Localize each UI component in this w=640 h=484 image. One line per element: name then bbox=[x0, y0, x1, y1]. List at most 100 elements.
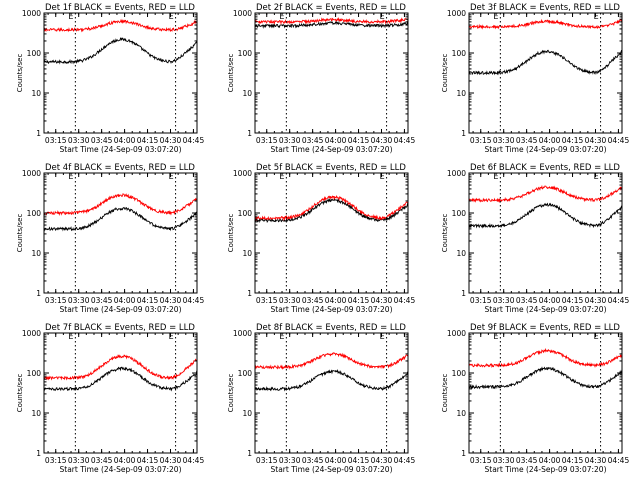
series-line-lld bbox=[255, 194, 408, 222]
x-tick-label: 04:45 bbox=[183, 136, 205, 145]
y-tick-label: 1000 bbox=[22, 169, 41, 178]
chart-title: Det 7f BLACK = Events, RED = LLD bbox=[45, 323, 195, 333]
x-tick-label: 04:30 bbox=[585, 296, 607, 305]
x-tick-label: 04:30 bbox=[585, 136, 607, 145]
x-tick-label: 03:15 bbox=[256, 136, 278, 145]
y-tick-label: 1000 bbox=[447, 169, 466, 178]
x-tick-label: 03:15 bbox=[45, 456, 67, 465]
x-tick-label: 04:00 bbox=[539, 136, 561, 145]
y-tick-label: 1 bbox=[36, 289, 41, 298]
chart-title: Det 9f BLACK = Events, RED = LLD bbox=[470, 323, 620, 333]
y-axis-label: Counts/sec bbox=[16, 214, 24, 253]
y-tick-label: 10 bbox=[242, 249, 252, 258]
x-tick-label: 03:45 bbox=[516, 136, 538, 145]
x-tick-label: 04:45 bbox=[394, 456, 416, 465]
series-line-lld bbox=[44, 354, 197, 381]
y-tick-label: 10 bbox=[456, 249, 466, 258]
x-tick-label: 04:00 bbox=[114, 456, 136, 465]
series-line-events bbox=[44, 37, 197, 65]
y-tick-label: 100 bbox=[238, 49, 253, 58]
y-tick-label: 1 bbox=[247, 129, 252, 138]
y-tick-label: 100 bbox=[452, 209, 467, 218]
x-tick-label: 04:30 bbox=[371, 136, 393, 145]
series-line-events bbox=[44, 206, 197, 232]
x-tick-label: 03:15 bbox=[256, 456, 278, 465]
x-tick-label: 03:15 bbox=[470, 136, 492, 145]
series-line-lld bbox=[44, 193, 197, 217]
x-tick-label: 04:00 bbox=[539, 456, 561, 465]
x-axis-label: Start Time (24-Sep-09 03:07:20) bbox=[271, 305, 393, 314]
x-tick-label: 03:30 bbox=[68, 456, 90, 465]
y-axis-label: Counts/sec bbox=[16, 54, 24, 93]
series-line-lld bbox=[469, 18, 622, 30]
x-axis-label: Start Time (24-Sep-09 03:07:20) bbox=[271, 465, 393, 474]
x-tick-label: 03:30 bbox=[68, 136, 90, 145]
series-line-lld bbox=[469, 184, 622, 203]
plot-frame bbox=[43, 332, 198, 454]
x-tick-label: 03:45 bbox=[91, 136, 113, 145]
series-line-lld bbox=[44, 18, 197, 33]
x-tick-label: 04:15 bbox=[562, 296, 584, 305]
y-tick-label: 1 bbox=[36, 129, 41, 138]
series-line-events bbox=[469, 366, 622, 390]
y-tick-label: 100 bbox=[238, 369, 253, 378]
x-tick-label: 04:45 bbox=[394, 136, 416, 145]
x-axis-label: Start Time (24-Sep-09 03:07:20) bbox=[60, 145, 182, 154]
x-tick-label: 04:15 bbox=[562, 136, 584, 145]
y-tick-label: 1 bbox=[247, 449, 252, 458]
y-tick-label: 1000 bbox=[447, 9, 466, 18]
x-tick-label: 03:30 bbox=[493, 456, 515, 465]
event-marker-label: E bbox=[68, 332, 73, 341]
x-tick-label: 04:15 bbox=[348, 296, 370, 305]
x-tick-label: 03:45 bbox=[91, 296, 113, 305]
chart-title: Det 8f BLACK = Events, RED = LLD bbox=[256, 323, 406, 333]
event-marker-label: E bbox=[68, 12, 73, 21]
x-tick-label: 03:15 bbox=[470, 296, 492, 305]
x-tick-label: 03:15 bbox=[470, 456, 492, 465]
y-tick-label: 10 bbox=[31, 409, 41, 418]
x-tick-label: 04:45 bbox=[183, 296, 205, 305]
event-marker-label: E bbox=[169, 12, 174, 21]
x-tick-label: 03:45 bbox=[516, 296, 538, 305]
y-tick-label: 100 bbox=[27, 49, 42, 58]
event-marker-label: E bbox=[380, 332, 385, 341]
x-axis-label: Start Time (24-Sep-09 03:07:20) bbox=[60, 305, 182, 314]
y-tick-label: 100 bbox=[27, 369, 42, 378]
series-line-events bbox=[255, 369, 408, 392]
event-marker-label: E bbox=[594, 172, 599, 181]
y-axis-label: Counts/sec bbox=[441, 214, 449, 253]
series-line-events bbox=[255, 20, 408, 29]
y-tick-label: 1000 bbox=[22, 329, 41, 338]
x-tick-label: 03:30 bbox=[279, 296, 301, 305]
series-line-events bbox=[469, 202, 622, 229]
plot-frame bbox=[468, 12, 623, 134]
x-tick-label: 04:45 bbox=[608, 136, 630, 145]
chart-title: Det 4f BLACK = Events, RED = LLD bbox=[45, 163, 195, 173]
x-tick-label: 03:30 bbox=[68, 296, 90, 305]
y-tick-label: 100 bbox=[452, 49, 467, 58]
x-tick-label: 04:00 bbox=[325, 136, 347, 145]
event-marker-label: E bbox=[493, 172, 498, 181]
chart-title: Det 2f BLACK = Events, RED = LLD bbox=[256, 3, 406, 13]
y-tick-label: 1 bbox=[461, 129, 466, 138]
plot-frame bbox=[43, 172, 198, 294]
chart-title: Det 5f BLACK = Events, RED = LLD bbox=[256, 163, 406, 173]
x-tick-label: 04:15 bbox=[137, 456, 159, 465]
chart-title: Det 3f BLACK = Events, RED = LLD bbox=[470, 3, 620, 13]
event-marker-label: E bbox=[594, 332, 599, 341]
x-tick-label: 04:00 bbox=[325, 456, 347, 465]
x-tick-label: 03:45 bbox=[516, 456, 538, 465]
x-tick-label: 03:45 bbox=[91, 456, 113, 465]
x-tick-label: 03:30 bbox=[493, 296, 515, 305]
event-marker-label: E bbox=[493, 332, 498, 341]
y-tick-label: 1 bbox=[36, 449, 41, 458]
chart-title: Det 6f BLACK = Events, RED = LLD bbox=[470, 163, 620, 173]
y-tick-label: 10 bbox=[31, 89, 41, 98]
